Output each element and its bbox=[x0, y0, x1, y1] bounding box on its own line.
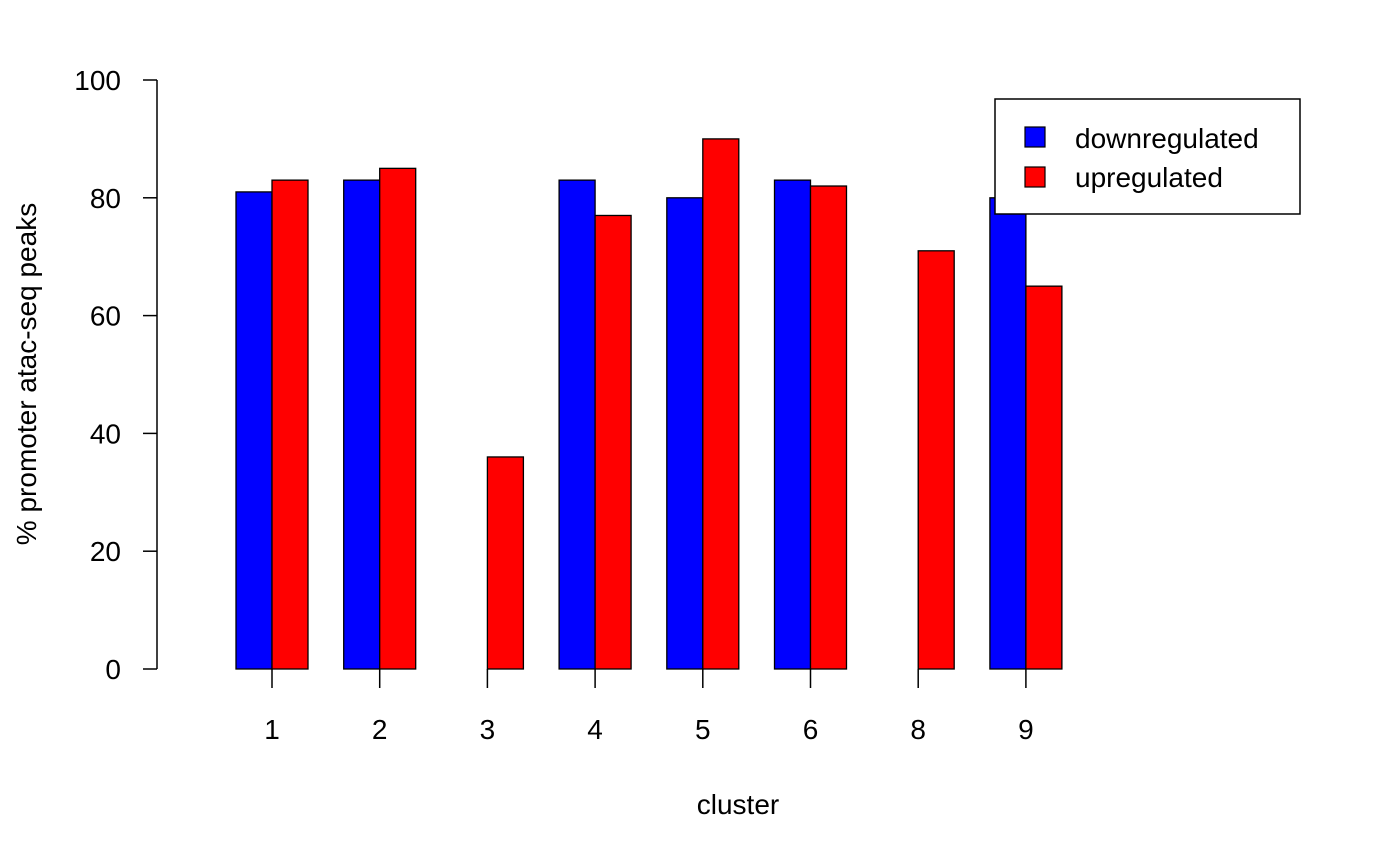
y-tick-label: 20 bbox=[90, 536, 121, 567]
legend-label-downregulated: downregulated bbox=[1075, 123, 1259, 154]
x-axis: 1 2 3 4 5 6 8 9 bbox=[264, 669, 1034, 745]
y-axis-title: % promoter atac-seq peaks bbox=[11, 203, 42, 545]
bar-upregulated-3 bbox=[486, 456, 525, 670]
bar-upregulated-9 bbox=[1025, 285, 1063, 670]
x-tick-label: 1 bbox=[264, 714, 280, 745]
legend-box bbox=[994, 98, 1301, 215]
y-axis: 0 20 40 60 80 100 bbox=[74, 65, 158, 685]
legend-swatch-upregulated bbox=[1024, 166, 1046, 188]
bars-group bbox=[235, 138, 1063, 670]
y-tick-label: 100 bbox=[74, 65, 121, 96]
bar-upregulated-8 bbox=[917, 250, 955, 670]
x-tick-label: 3 bbox=[480, 714, 496, 745]
bar-downregulated-6 bbox=[773, 179, 812, 670]
bar-upregulated-6 bbox=[809, 185, 848, 670]
bar-downregulated-5 bbox=[666, 197, 704, 670]
x-tick-label: 4 bbox=[587, 714, 603, 745]
x-axis-title: cluster bbox=[697, 789, 779, 820]
y-tick-label: 0 bbox=[105, 654, 121, 685]
bar-downregulated-4 bbox=[558, 179, 596, 670]
y-tick-label: 60 bbox=[90, 301, 121, 332]
bar-upregulated-2 bbox=[379, 167, 417, 670]
legend-swatch-downregulated bbox=[1024, 126, 1046, 148]
x-tick-label: 9 bbox=[1018, 714, 1034, 745]
legend-label-upregulated: upregulated bbox=[1075, 162, 1223, 193]
bar-downregulated-9 bbox=[989, 197, 1027, 670]
x-tick-label: 8 bbox=[910, 714, 926, 745]
bar-upregulated-4 bbox=[594, 214, 632, 670]
y-tick-label: 80 bbox=[90, 183, 121, 214]
y-tick-label: 40 bbox=[90, 418, 121, 449]
bar-downregulated-1 bbox=[235, 191, 273, 670]
bar-downregulated-2 bbox=[343, 179, 381, 670]
x-tick-label: 6 bbox=[803, 714, 819, 745]
bar-upregulated-1 bbox=[271, 179, 309, 670]
x-tick-label: 2 bbox=[372, 714, 388, 745]
bar-upregulated-5 bbox=[702, 138, 740, 670]
legend: downregulated upregulated bbox=[994, 98, 1301, 215]
x-tick-label: 5 bbox=[695, 714, 711, 745]
